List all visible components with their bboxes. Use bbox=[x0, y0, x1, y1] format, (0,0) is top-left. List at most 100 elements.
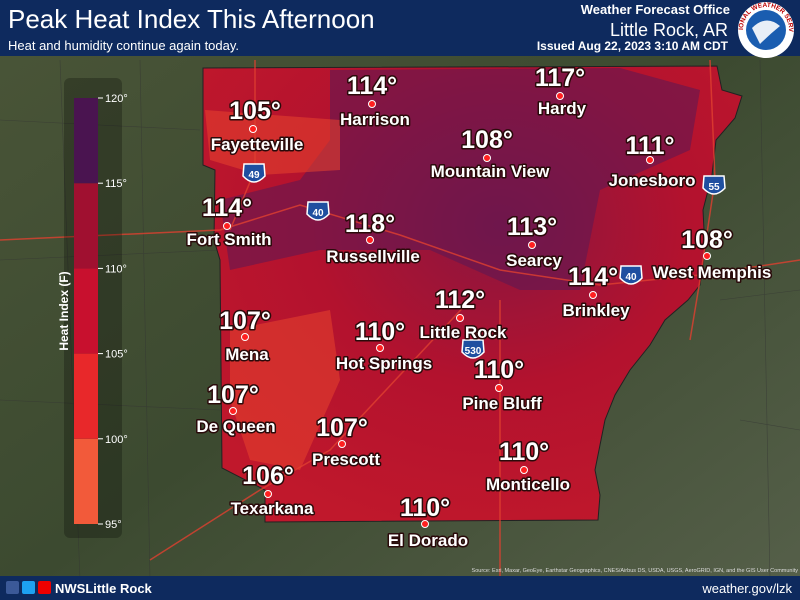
legend-tick-label: 95° bbox=[105, 519, 122, 531]
interstate-shield: 530 bbox=[461, 339, 485, 359]
city-name: Harrison bbox=[340, 110, 410, 129]
county-lines bbox=[0, 59, 800, 581]
city-name: El Dorado bbox=[388, 531, 468, 550]
city: 107° Mena bbox=[218, 306, 273, 366]
city-value: 114° bbox=[568, 263, 618, 291]
interstate-shield: 55 bbox=[702, 175, 726, 195]
city: 114° Brinkley bbox=[561, 262, 632, 322]
city-value: 105° bbox=[229, 97, 281, 125]
legend-tick-label: 100° bbox=[105, 434, 128, 446]
shield-number: 530 bbox=[465, 346, 482, 357]
city-dot bbox=[249, 125, 257, 133]
city-name: Russellville bbox=[326, 247, 420, 266]
city-dot bbox=[528, 241, 536, 249]
city-dot bbox=[223, 222, 231, 230]
city-value: 110° bbox=[474, 356, 524, 384]
highways bbox=[0, 59, 800, 580]
city-name: Mountain View bbox=[431, 162, 550, 181]
footer-website: weather.gov/lzk bbox=[701, 581, 792, 596]
social-icons bbox=[6, 581, 51, 594]
shield-number: 40 bbox=[625, 272, 637, 283]
city-name: West Memphis bbox=[653, 263, 772, 282]
city-name: Prescott bbox=[312, 450, 380, 469]
city-name: Texarkana bbox=[231, 499, 314, 518]
city-dot bbox=[520, 466, 528, 474]
city: 118° Russellville bbox=[325, 209, 422, 268]
interstate-shield: 49 bbox=[242, 163, 266, 183]
shield-shape bbox=[242, 163, 266, 183]
shield-shape bbox=[619, 265, 643, 285]
city-value: 114° bbox=[202, 194, 252, 222]
legend-color-band bbox=[74, 98, 98, 184]
city-dot bbox=[338, 440, 346, 448]
city: 114° Fort Smith bbox=[185, 193, 273, 251]
city-name: Hot Springs bbox=[336, 354, 432, 373]
shield-shape bbox=[461, 339, 485, 359]
legend-tick-label: 105° bbox=[105, 349, 128, 361]
city: 117° Hardy bbox=[533, 63, 588, 120]
shield-number: 55 bbox=[708, 182, 720, 193]
city-name: Monticello bbox=[486, 475, 570, 494]
interstate-shield: 40 bbox=[619, 265, 643, 285]
legend-tick-label: 120° bbox=[105, 93, 128, 105]
city-value: 110° bbox=[400, 494, 450, 522]
city: 114° Harrison bbox=[339, 71, 412, 131]
shield-shape bbox=[702, 175, 726, 195]
city-name: De Queen bbox=[196, 417, 275, 436]
issued: Issued Aug 22, 2023 3:10 AM CDT bbox=[537, 39, 729, 53]
legend-color-band bbox=[74, 183, 98, 269]
city-value: 107° bbox=[207, 381, 259, 409]
city-dot bbox=[456, 314, 464, 322]
city-value: 106° bbox=[242, 462, 294, 490]
city-value: 114° bbox=[347, 72, 397, 100]
title: Peak Heat Index This Afternoon bbox=[8, 4, 375, 34]
legend-color-band bbox=[74, 268, 98, 354]
city-dot bbox=[229, 407, 237, 415]
shield-number: 49 bbox=[248, 170, 260, 181]
city-value: 107° bbox=[219, 307, 271, 335]
city-name: Jonesboro bbox=[609, 171, 696, 190]
footer-handle: NWSLittle Rock bbox=[55, 581, 153, 596]
city: 105° Fayetteville bbox=[209, 96, 305, 156]
city-name: Hardy bbox=[538, 99, 587, 118]
city-name: Little Rock bbox=[420, 323, 507, 342]
city-value: 117° bbox=[535, 64, 585, 92]
city: 107° De Queen bbox=[195, 380, 277, 438]
shield-shape bbox=[306, 201, 330, 221]
legend-label: Heat Index (F) bbox=[57, 271, 71, 350]
city-name: Mena bbox=[225, 345, 269, 364]
city-name: Searcy bbox=[506, 251, 562, 270]
city: 110° Pine Bluff bbox=[461, 355, 544, 415]
city-name: Fayetteville bbox=[211, 135, 304, 154]
legend-color-band bbox=[74, 438, 98, 524]
city-name: Brinkley bbox=[562, 301, 630, 320]
city-dot bbox=[421, 520, 429, 528]
city-dot bbox=[703, 252, 711, 260]
city-dot bbox=[366, 236, 374, 244]
city-dot bbox=[556, 92, 564, 100]
city: 107° Prescott bbox=[310, 413, 381, 471]
shield-number: 40 bbox=[312, 208, 324, 219]
city-value: 113° bbox=[507, 213, 557, 241]
city-dot bbox=[646, 156, 654, 164]
city-name: Fort Smith bbox=[187, 230, 272, 249]
city-dot bbox=[589, 291, 597, 299]
city: 108° West Memphis bbox=[651, 225, 773, 284]
city-dot bbox=[368, 100, 376, 108]
city: 111° Jonesboro bbox=[607, 131, 697, 192]
city-value: 110° bbox=[499, 438, 549, 466]
city-value: 110° bbox=[355, 318, 405, 346]
office: Weather Forecast Office bbox=[581, 2, 730, 17]
city: 113° Searcy bbox=[505, 212, 564, 272]
city: 106° Texarkana bbox=[229, 461, 315, 520]
city-dot bbox=[483, 154, 491, 162]
location: Little Rock, AR bbox=[610, 20, 728, 40]
city: 108° Mountain View bbox=[429, 125, 551, 183]
city-name: Pine Bluff bbox=[462, 394, 542, 413]
city-value: 108° bbox=[681, 226, 733, 254]
interstate-shield: 40 bbox=[306, 201, 330, 221]
legend-tick-label: 115° bbox=[105, 178, 127, 190]
city-dot bbox=[495, 384, 503, 392]
city: 112° Little Rock bbox=[418, 285, 508, 344]
